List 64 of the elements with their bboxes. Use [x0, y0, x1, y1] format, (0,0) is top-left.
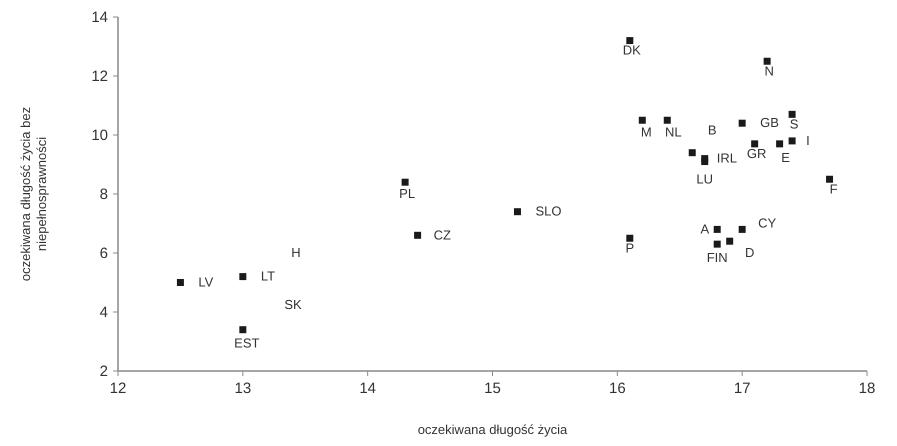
y-tick-label: 4 — [100, 304, 108, 321]
point — [788, 137, 796, 144]
annotation: CY — [758, 215, 777, 230]
point — [788, 110, 796, 118]
annotation: EST — [234, 336, 260, 351]
annotation: P — [625, 240, 634, 256]
point — [239, 326, 246, 334]
point — [776, 140, 784, 148]
annotation: N — [764, 63, 774, 78]
annotation: LV — [198, 274, 214, 290]
point — [514, 208, 521, 216]
annotation: IRL — [716, 150, 737, 166]
point — [826, 176, 834, 183]
y-tick-label: 12 — [91, 68, 108, 85]
x-tick-label: 17 — [734, 380, 751, 397]
annotation: F — [830, 181, 838, 196]
point — [414, 232, 422, 239]
x-tick-label: 16 — [608, 380, 626, 397]
point — [738, 226, 746, 233]
x-tick-label: 14 — [359, 380, 376, 397]
point — [714, 240, 721, 248]
point — [638, 116, 646, 124]
point — [626, 234, 634, 242]
point — [402, 178, 409, 186]
point — [688, 149, 696, 156]
y-tick-label: 8 — [100, 186, 108, 203]
annotation: FIN — [706, 250, 728, 266]
annotation: NL — [664, 124, 682, 140]
annotation: DK — [622, 42, 642, 58]
x-axis-title: oczekiwana długość życia — [418, 422, 568, 437]
point — [176, 279, 184, 286]
point — [714, 226, 721, 233]
annotation: GR — [746, 146, 766, 161]
annotation: H — [291, 245, 301, 260]
x-tick-label: 15 — [484, 380, 501, 397]
annotation: E — [781, 150, 790, 165]
point — [239, 273, 246, 280]
annotation: LU — [696, 172, 714, 187]
point — [738, 120, 746, 127]
y-tick-label: 14 — [91, 9, 108, 26]
annotation: SLO — [535, 204, 562, 219]
point — [764, 58, 771, 65]
point — [664, 116, 671, 124]
x-tick-label: 13 — [234, 380, 252, 397]
annotation: GB — [760, 115, 779, 130]
annotation: B — [708, 122, 717, 138]
annotation: CZ — [434, 227, 451, 242]
point — [626, 37, 634, 44]
point — [701, 158, 708, 166]
point — [726, 238, 734, 245]
annotation: PL — [399, 186, 416, 202]
point — [751, 140, 758, 148]
x-tick-label: 18 — [858, 380, 876, 397]
annotation: M — [640, 124, 652, 140]
annotation: I — [806, 132, 810, 148]
y-tick-label: 10 — [91, 127, 108, 144]
annotation: A — [700, 221, 710, 236]
annotation: S — [790, 116, 799, 132]
annotation: SK — [284, 297, 302, 312]
y-tick-label: 6 — [100, 245, 108, 262]
annotation: D — [744, 245, 754, 260]
y-tick-label: 2 — [100, 363, 108, 380]
y-axis-title: oczekiwana długość życia bez niepełnosprawności — [18, 106, 49, 282]
annotation: LT — [260, 268, 276, 284]
